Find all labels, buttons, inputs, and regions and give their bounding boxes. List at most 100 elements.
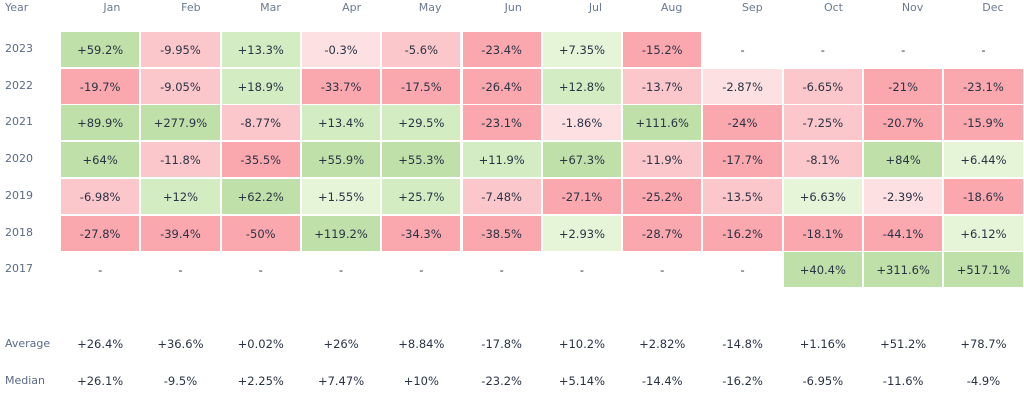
heatmap-cell: -9.05% (140, 67, 221, 105)
heatmap-cell: +62.2% (220, 177, 301, 215)
heatmap-cell: +2.93% (541, 214, 623, 252)
heatmap-cell: +67.3% (541, 141, 623, 179)
month-header: Oct (823, 1, 843, 14)
year-label: 2017 (5, 262, 33, 276)
heatmap-cell: -27.8% (60, 214, 141, 252)
heatmap-cell: +55.3% (381, 141, 462, 179)
heatmap-cell: -27.1% (541, 177, 623, 215)
heatmap-cell: -38.5% (461, 214, 542, 252)
month-header: Dec (982, 1, 1004, 14)
heatmap-cell: -6.98% (60, 177, 141, 215)
heatmap-cell: - (220, 251, 301, 289)
heatmap-cell: +29.5% (381, 104, 462, 142)
summary-cell: +51.2% (880, 337, 927, 351)
heatmap-cell: -35.5% (220, 141, 301, 179)
year-label: 2020 (5, 152, 33, 166)
heatmap-cell: -18.6% (943, 177, 1024, 215)
summary-cell: +5.14% (558, 374, 606, 388)
year-label: 2019 (5, 188, 33, 202)
heatmap-cell: +25.7% (381, 177, 462, 215)
heatmap-cell: -17.5% (381, 67, 462, 105)
heatmap-cell: -23.1% (461, 104, 542, 142)
heatmap-cell: +40.4% (782, 251, 863, 289)
heatmap-cell: +11.9% (461, 141, 542, 179)
heatmap-cell: - (381, 251, 462, 289)
heatmap-cell: - (702, 251, 783, 289)
heatmap-cell: -6.65% (782, 67, 863, 105)
heatmap-cell: - (943, 31, 1024, 68)
summary-label: Median (5, 374, 46, 387)
heatmap-cell: +64% (60, 141, 141, 179)
heatmap-cell: -25.2% (622, 177, 703, 215)
heatmap-cell: - (541, 251, 623, 289)
heatmap-cell: +13.3% (220, 31, 301, 68)
heatmap-cell: -17.7% (702, 141, 783, 179)
summary-cell: -4.9% (966, 374, 1001, 388)
summary-cell: -16.2% (722, 374, 763, 388)
summary-cell: +1.16% (799, 337, 846, 351)
heatmap-cell: -7.25% (782, 104, 863, 142)
month-header: Jul (588, 1, 603, 14)
heatmap-cell: -1.86% (541, 104, 623, 142)
summary-cell: -14.4% (641, 374, 683, 388)
heatmap-cell: - (782, 31, 863, 68)
heatmap-cell: - (622, 251, 703, 289)
month-header: Mar (260, 1, 281, 14)
heatmap-cell: - (140, 251, 221, 289)
month-header: Apr (342, 1, 362, 14)
heatmap-cell: -16.2% (702, 214, 783, 252)
heatmap-cell: +517.1% (943, 251, 1024, 289)
heatmap-cell: -26.4% (461, 67, 542, 105)
heatmap-cell: +6.44% (943, 141, 1024, 179)
heatmap-cell: -44.1% (863, 214, 944, 252)
heatmap-cell: +59.2% (60, 31, 141, 68)
year-label: 2022 (5, 78, 33, 92)
heatmap-cell: -15.9% (943, 104, 1024, 142)
heatmap-cell: - (461, 251, 542, 289)
heatmap-cell: - (60, 251, 141, 289)
heatmap-cell: -39.4% (140, 214, 221, 252)
heatmap-cell: -8.77% (220, 104, 301, 142)
heatmap-cell: -24% (702, 104, 783, 142)
month-header: Aug (660, 1, 683, 14)
summary-cell: +8.84% (398, 337, 445, 351)
heatmap-cell: +12% (140, 177, 221, 215)
heatmap-cell: -13.5% (702, 177, 783, 215)
heatmap-cell: +6.63% (782, 177, 863, 215)
heatmap-cell: +12.8% (541, 67, 623, 105)
heatmap-cell: - (300, 251, 382, 289)
heatmap-cell: -18.1% (782, 214, 863, 252)
summary-cell: -14.8% (722, 337, 763, 351)
heatmap-cell: - (863, 31, 944, 68)
heatmap-cell: -2.39% (863, 177, 944, 215)
heatmap-cell: -5.6% (381, 31, 462, 68)
summary-cell: +10.2% (558, 337, 606, 351)
heatmap-cell: +84% (863, 141, 944, 179)
summary-cell: +78.7% (960, 337, 1007, 351)
year-label: 2021 (5, 115, 33, 129)
heatmap-cell: -7.48% (461, 177, 542, 215)
month-header: Sep (741, 1, 763, 14)
heatmap-cell: -9.95% (140, 31, 221, 68)
heatmap-cell: +55.9% (300, 141, 382, 179)
summary-cell: +0.02% (237, 337, 284, 351)
summary-cell: -6.95% (802, 374, 844, 388)
summary-cell: -11.6% (882, 374, 924, 388)
heatmap-cell: -28.7% (622, 214, 703, 252)
heatmap-cell: +89.9% (60, 104, 141, 142)
heatmap-cell: -2.87% (702, 67, 783, 105)
heatmap-cell: -13.7% (622, 67, 703, 105)
heatmap-cell: -33.7% (300, 67, 382, 105)
heatmap-cell: -34.3% (381, 214, 462, 252)
heatmap-cell: +18.9% (220, 67, 301, 105)
summary-cell: +36.6% (157, 337, 204, 351)
summary-cell: -23.2% (481, 374, 522, 388)
heatmap-cell: -21% (863, 67, 944, 105)
summary-label: Average (5, 337, 51, 350)
heatmap-cell: +277.9% (140, 104, 221, 142)
summary-cell: +10% (403, 374, 439, 388)
summary-cell: -9.5% (163, 374, 198, 388)
summary-cell: +7.47% (317, 374, 365, 388)
heatmap-cell: -11.8% (140, 141, 221, 179)
heatmap-cell: +7.35% (541, 31, 623, 68)
